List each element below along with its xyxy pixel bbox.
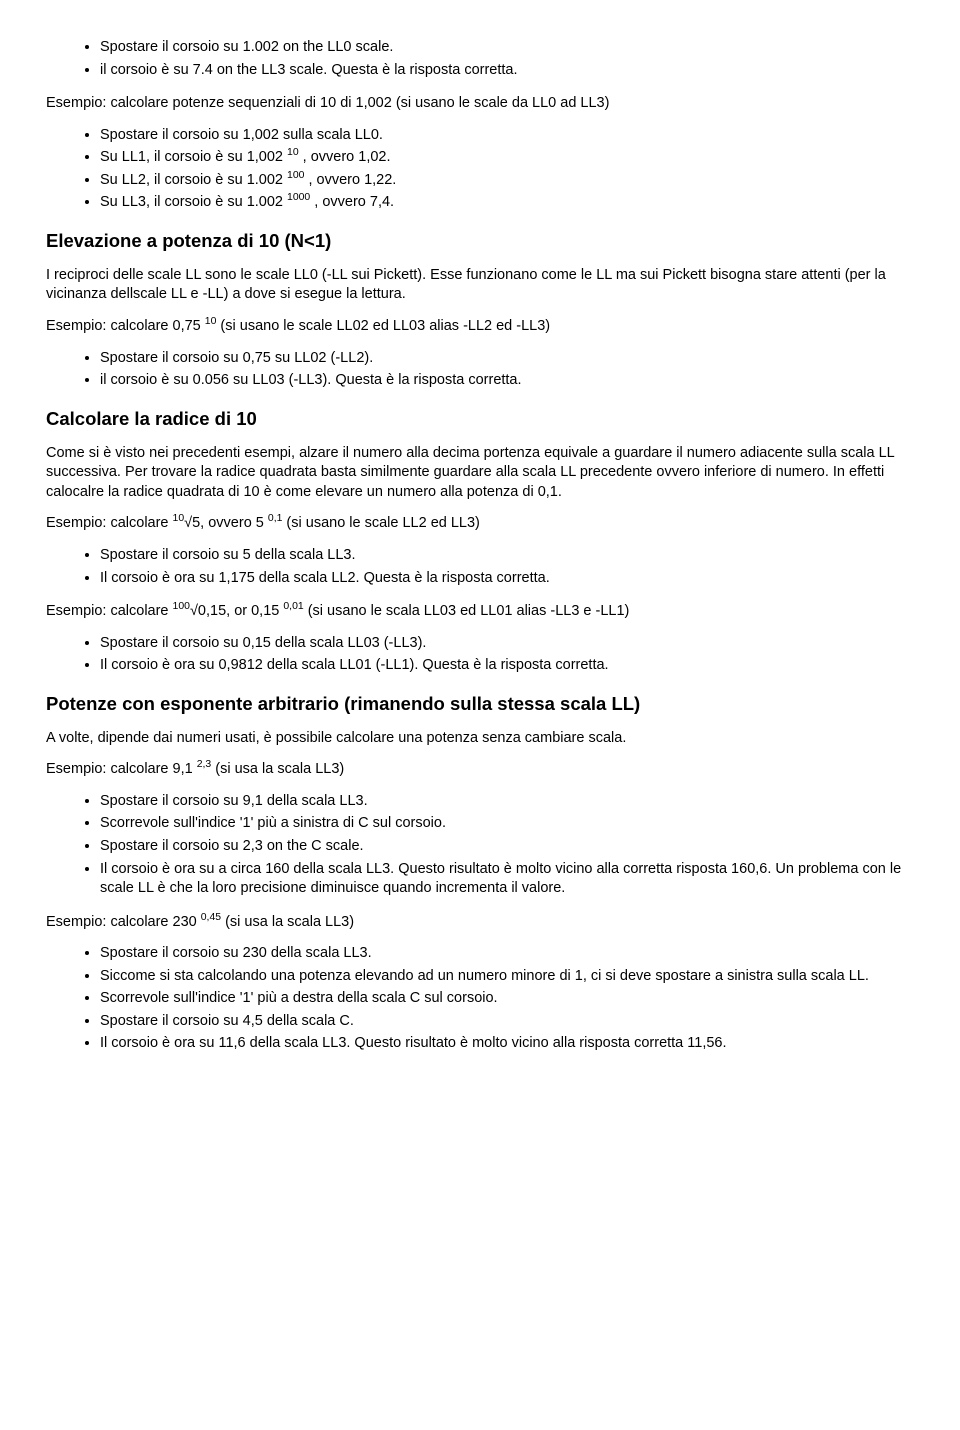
example-intro: Esempio: calcolare potenze sequenziali d… (46, 94, 914, 114)
example-list: Spostare il corsoio su 0,75 su LL02 (-LL… (46, 349, 914, 391)
list-item: Spostare il corsoio su 0,75 su LL02 (-LL… (100, 349, 914, 369)
list-item: Scorrevole sull'indice '1' più a sinistr… (100, 814, 914, 834)
paragraph: A volte, dipende dai numeri usati, è pos… (46, 729, 914, 749)
list-item: Il corsoio è ora su a circa 160 della sc… (100, 860, 914, 899)
list-item: il corsoio è su 7.4 on the LL3 scale. Qu… (100, 61, 914, 81)
list-item: Il corsoio è ora su 11,6 della scala LL3… (100, 1034, 914, 1054)
example-intro: Esempio: calcolare 10√5, ovvero 5 0,1 (s… (46, 514, 914, 534)
list-item: Spostare il corsoio su 9,1 della scala L… (100, 792, 914, 812)
list-item: Spostare il corsoio su 5 della scala LL3… (100, 546, 914, 566)
list-item: Su LL1, il corsoio è su 1,002 10 , ovver… (100, 148, 914, 168)
list-item: Spostare il corsoio su 0,15 della scala … (100, 634, 914, 654)
heading-elevation: Elevazione a potenza di 10 (N<1) (46, 229, 914, 254)
list-item: Spostare il corsoio su 2,3 on the C scal… (100, 837, 914, 857)
list-item: il corsoio è su 0.056 su LL03 (-LL3). Qu… (100, 371, 914, 391)
example-list: Spostare il corsoio su 5 della scala LL3… (46, 546, 914, 588)
heading-arbitrary: Potenze con esponente arbitrario (rimane… (46, 692, 914, 717)
list-item: Su LL3, il corsoio è su 1.002 1000 , ovv… (100, 193, 914, 213)
list-item: Il corsoio è ora su 0,9812 della scala L… (100, 656, 914, 676)
example-intro: Esempio: calcolare 100√0,15, or 0,15 0,0… (46, 602, 914, 622)
list-item: Spostare il corsoio su 4,5 della scala C… (100, 1012, 914, 1032)
list-item: Il corsoio è ora su 1,175 della scala LL… (100, 569, 914, 589)
list-item: Siccome si sta calcolando una potenza el… (100, 967, 914, 987)
example-list: Spostare il corsoio su 0,15 della scala … (46, 634, 914, 676)
example-list: Spostare il corsoio su 9,1 della scala L… (46, 792, 914, 899)
paragraph: Come si è visto nei precedenti esempi, a… (46, 444, 914, 503)
example-intro: Esempio: calcolare 9,1 2,3 (si usa la sc… (46, 760, 914, 780)
example-list: Spostare il corsoio su 1,002 sulla scala… (46, 126, 914, 213)
paragraph: I reciproci delle scale LL sono le scale… (46, 266, 914, 305)
intro-list: Spostare il corsoio su 1.002 on the LL0 … (46, 38, 914, 80)
list-item: Spostare il corsoio su 230 della scala L… (100, 944, 914, 964)
list-item: Scorrevole sull'indice '1' più a destra … (100, 989, 914, 1009)
list-item: Spostare il corsoio su 1,002 sulla scala… (100, 126, 914, 146)
example-intro: Esempio: calcolare 0,75 10 (si usano le … (46, 317, 914, 337)
example-list: Spostare il corsoio su 230 della scala L… (46, 944, 914, 1054)
list-item: Su LL2, il corsoio è su 1.002 100 , ovve… (100, 171, 914, 191)
example-intro: Esempio: calcolare 230 0,45 (si usa la s… (46, 913, 914, 933)
list-item: Spostare il corsoio su 1.002 on the LL0 … (100, 38, 914, 58)
heading-root: Calcolare la radice di 10 (46, 407, 914, 432)
